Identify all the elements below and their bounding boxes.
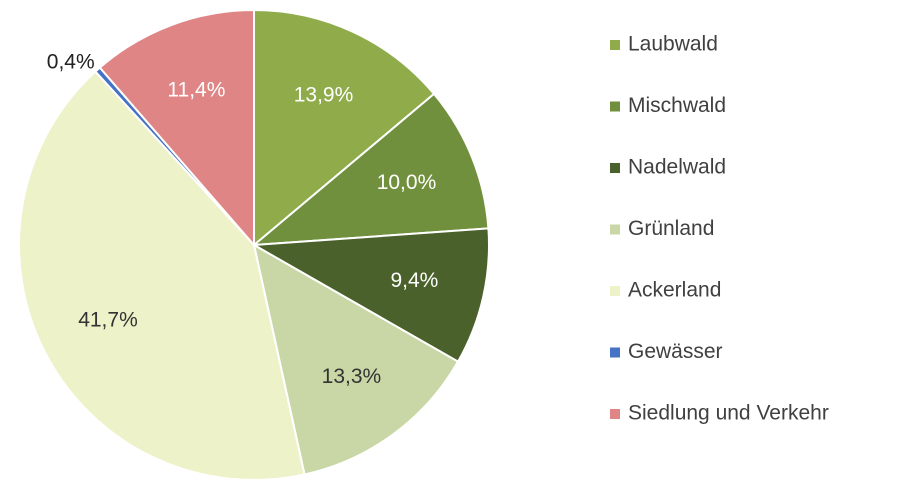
legend-swatch bbox=[610, 224, 620, 235]
pie-slice bbox=[253, 8, 436, 248]
legend-swatch bbox=[610, 40, 620, 50]
legend-label: Ackerland bbox=[628, 279, 721, 302]
legend-swatch bbox=[610, 286, 620, 296]
data-label: 13,3% bbox=[322, 365, 382, 388]
data-label: 13,9% bbox=[294, 83, 354, 106]
pie-slice bbox=[98, 8, 255, 248]
legend-swatch bbox=[610, 101, 620, 112]
legend-swatch bbox=[610, 347, 620, 358]
legend-label: Grünland bbox=[628, 217, 714, 240]
pie-slice bbox=[250, 92, 490, 247]
data-label: 10,0% bbox=[377, 171, 437, 194]
pie-slice bbox=[18, 70, 306, 481]
legend-label: Mischwald bbox=[628, 94, 726, 117]
legend-label: Nadelwald bbox=[628, 156, 726, 179]
legend-label: Laubwald bbox=[628, 33, 718, 56]
data-label: 9,4% bbox=[390, 269, 438, 292]
data-label: 41,7% bbox=[78, 308, 138, 331]
pie-slice bbox=[252, 243, 460, 476]
data-label: 0,4% bbox=[47, 50, 95, 73]
legend-swatch bbox=[610, 409, 620, 419]
pie-slice bbox=[250, 227, 490, 364]
legend-label: Gewässer bbox=[628, 340, 723, 363]
data-label: 11,4% bbox=[167, 78, 225, 101]
legend-swatch bbox=[610, 163, 620, 173]
legend-label: Siedlung und Verkehr bbox=[628, 402, 829, 425]
